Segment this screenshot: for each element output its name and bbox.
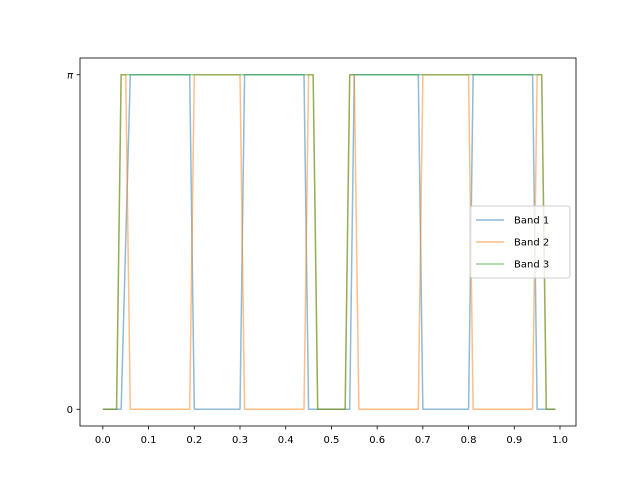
x-tick-label: 0.1 bbox=[141, 435, 157, 446]
y-tick-label: 0 bbox=[67, 405, 73, 416]
y-axis: 0π bbox=[67, 70, 80, 416]
legend-label: Band 3 bbox=[514, 260, 549, 271]
x-tick-label: 0.8 bbox=[461, 435, 477, 446]
legend-label: Band 2 bbox=[514, 238, 549, 249]
x-tick-label: 0.3 bbox=[232, 435, 248, 446]
y-tick-label: π bbox=[67, 70, 74, 81]
x-tick-label: 0.9 bbox=[506, 435, 522, 446]
x-axis: 0.0 0.1 0.2 0.3 0.4 0.5 0.6 0.7 0.8 0.9 1.0 bbox=[95, 426, 568, 446]
axes-frame bbox=[79, 57, 577, 427]
x-tick-label: 0.5 bbox=[323, 435, 339, 446]
x-tick-label: 0.6 bbox=[369, 435, 385, 446]
x-tick-label: 0.2 bbox=[186, 435, 202, 446]
legend-box bbox=[469, 205, 571, 279]
x-tick-label: 0.7 bbox=[415, 435, 431, 446]
x-tick-label: 0.4 bbox=[278, 435, 294, 446]
x-tick-label: 1.0 bbox=[552, 435, 568, 446]
x-tick-label: 0.0 bbox=[95, 435, 111, 446]
legend-label: Band 1 bbox=[514, 216, 549, 227]
legend: Band 1 Band 2 Band 3 bbox=[469, 205, 571, 279]
